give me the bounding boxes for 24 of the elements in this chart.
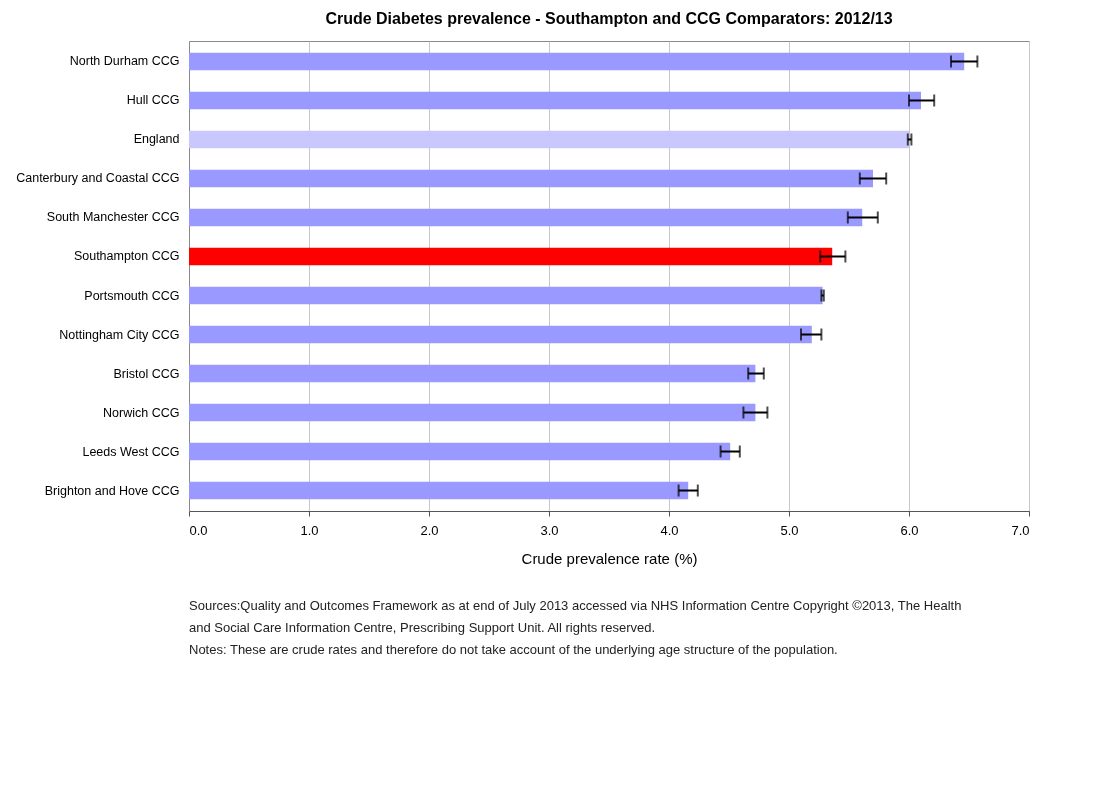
chart-title: Crude Diabetes prevalence - Southampton and CCG Comparators: 2012/13	[325, 10, 893, 27]
x-tick-label: 6.0	[900, 522, 919, 538]
x-axis-title: Crude prevalence rate (%)	[521, 549, 698, 567]
y-tick-label: South Manchester CCG	[46, 210, 180, 225]
y-tick-label: Southampton CCG	[73, 249, 180, 264]
y-tick-label: Norwich CCG	[103, 405, 180, 420]
y-tick-label: Leeds West CCG	[82, 444, 180, 459]
x-tick-label: 4.0	[660, 522, 679, 538]
y-tick-label: Hull CCG	[126, 93, 180, 108]
y-tick-label: Nottingham City CCG	[59, 327, 180, 342]
x-tick-label: 1.0	[300, 522, 319, 538]
y-tick-label: North Durham CCG	[69, 54, 180, 69]
x-tick-label: 0.0	[189, 522, 208, 538]
y-tick-label: Bristol CCG	[113, 366, 180, 381]
x-tick-label: 5.0	[780, 522, 799, 538]
y-tick-label: Portsmouth CCG	[84, 288, 180, 303]
y-tick-label: England	[133, 132, 180, 147]
x-tick-label: 2.0	[420, 522, 439, 538]
x-tick-label: 3.0	[540, 522, 559, 538]
y-tick-label: Canterbury and Coastal CCG	[16, 171, 180, 186]
y-tick-label: Brighton and Hove CCG	[44, 483, 180, 498]
x-tick-label: 7.0	[1011, 522, 1030, 538]
source-note: Sources:Quality and Outcomes Framework as at end of July 2013 accessed via NHS Information Centre Copyright ©2013, The Health and Social Care Information Centre, Prescribing Support Unit. All rights reserved.	[189, 598, 962, 635]
text: Notes: These are crude rates and therefore do not take account of the underlying age structure of the population.	[189, 642, 838, 657]
